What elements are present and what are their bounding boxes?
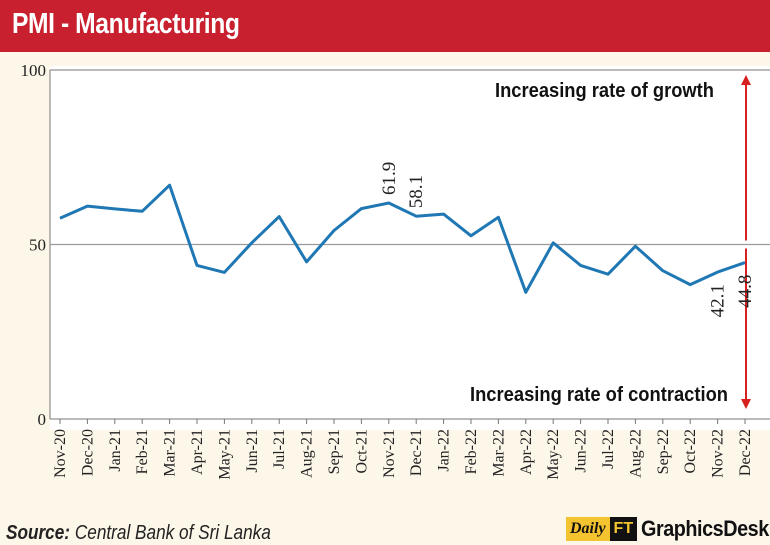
- x-tick-label: Jul-22: [600, 429, 617, 469]
- x-tick-label: Oct-22: [682, 429, 699, 473]
- plot-area: [50, 66, 770, 430]
- x-tick-label: Nov-22: [710, 429, 727, 478]
- x-tick-label: Dec-21: [408, 429, 425, 476]
- x-tick-label: Jun-21: [244, 429, 261, 473]
- x-tick-label: Aug-21: [299, 429, 316, 478]
- x-tick-label: Apr-22: [518, 429, 535, 475]
- source-text: Central Bank of Sri Lanka: [74, 522, 271, 544]
- x-tick-label: May-22: [545, 429, 562, 480]
- x-tick-label: Sep-22: [655, 429, 672, 474]
- x-tick-label: Apr-21: [189, 429, 206, 475]
- x-tick-label: Dec-22: [737, 429, 754, 476]
- data-label: 44.8: [735, 275, 756, 308]
- annotation-contraction: Increasing rate of contraction: [470, 384, 728, 406]
- data-label: 58.1: [406, 175, 427, 208]
- brand-ft: FT: [609, 517, 638, 541]
- x-tick-label: May-21: [216, 429, 233, 480]
- y-tick-label: 0: [38, 410, 47, 429]
- page-title: PMI - Manufacturing: [12, 8, 240, 40]
- x-tick-label: Sep-21: [326, 429, 343, 474]
- brand-daily: Daily: [566, 517, 610, 541]
- x-tick-label: Mar-22: [490, 429, 507, 477]
- data-label: 42.1: [708, 284, 729, 317]
- x-tick-label: Oct-21: [353, 429, 370, 473]
- header-bar: PMI - Manufacturing: [0, 0, 770, 52]
- series-line: [59, 183, 746, 294]
- x-tick-label: Jul-21: [271, 429, 288, 469]
- y-tick-label: 100: [21, 61, 47, 80]
- x-tick-label: Dec-20: [79, 429, 96, 476]
- brand-logo: Daily FT GraphicsDesk: [566, 516, 770, 542]
- source-note: Source: Central Bank of Sri Lanka: [6, 522, 271, 545]
- y-tick-label: 50: [29, 236, 46, 255]
- x-tick-label: Mar-21: [162, 429, 179, 477]
- x-tick-label: Feb-21: [134, 429, 151, 474]
- source-label: Source:: [6, 522, 71, 544]
- x-tick-label: Jan-21: [107, 429, 124, 472]
- x-tick-label: Feb-22: [463, 429, 480, 474]
- brand-desk: GraphicsDesk: [641, 516, 769, 541]
- data-label: 61.9: [379, 162, 400, 195]
- annotation-growth: Increasing rate of growth: [495, 80, 714, 102]
- x-tick-label: Aug-22: [627, 429, 644, 478]
- x-tick-label: Jun-22: [573, 429, 590, 473]
- x-tick-label: Nov-21: [381, 429, 398, 478]
- x-tick-label: Nov-20: [52, 429, 69, 478]
- x-tick-label: Jan-22: [436, 429, 453, 472]
